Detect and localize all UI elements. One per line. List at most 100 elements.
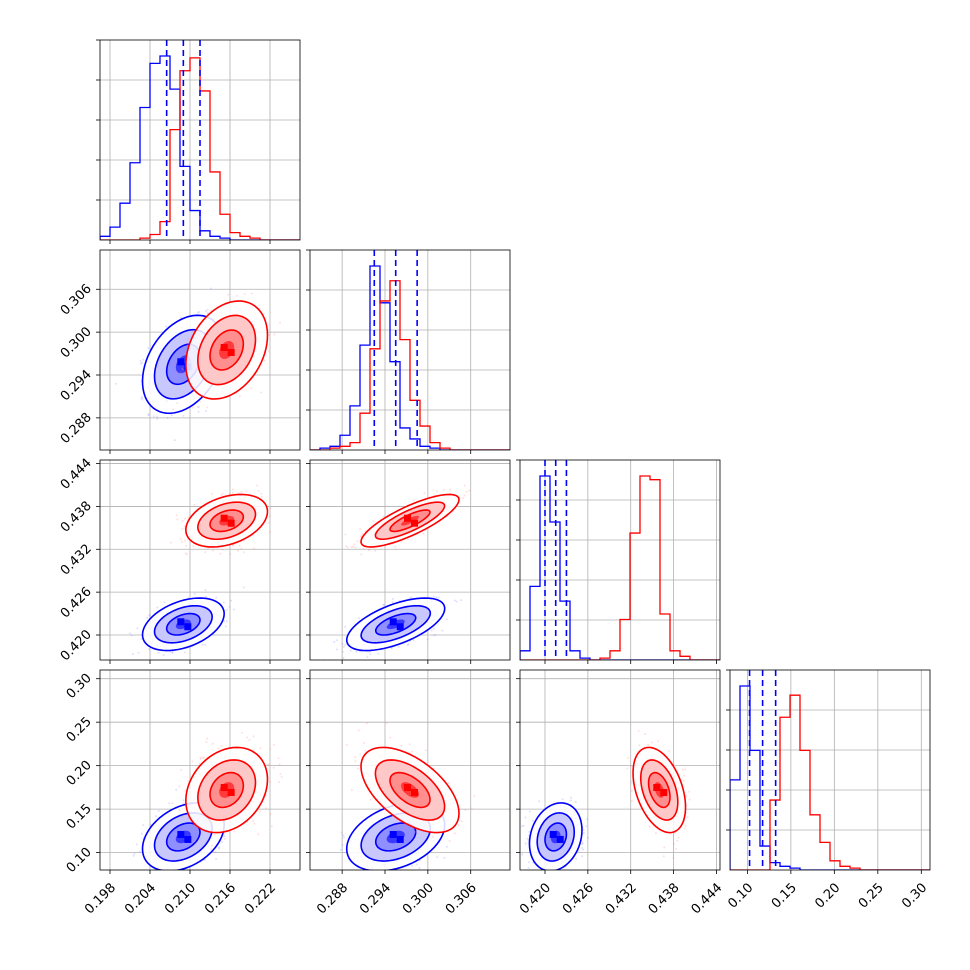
- sample-point: [181, 520, 184, 523]
- sample-point: [231, 491, 234, 494]
- sample-point: [391, 597, 394, 600]
- sample-point: [267, 763, 270, 766]
- sample-point: [157, 453, 159, 455]
- contour-1: [197, 314, 257, 386]
- sample-point: [365, 722, 368, 725]
- contour-1: [209, 771, 245, 809]
- sample-point: [221, 492, 224, 495]
- contour-0: [374, 822, 417, 852]
- sample-point: [361, 533, 364, 536]
- sample-point: [209, 287, 212, 290]
- ticks-2-1: [306, 463, 472, 664]
- sample-point: [233, 830, 236, 833]
- histogram-2: [520, 460, 720, 660]
- sample-point: [156, 606, 159, 609]
- peak-bin: [220, 784, 228, 791]
- sample-point: [273, 333, 276, 336]
- sample-point: [205, 741, 208, 743]
- sample-point: [203, 757, 205, 760]
- peak-bin: [220, 344, 228, 351]
- sample-point: [183, 651, 186, 654]
- sample-point: [241, 731, 243, 734]
- sample-point: [223, 837, 226, 840]
- sample-point: [198, 762, 201, 765]
- sample-point: [193, 840, 196, 843]
- sample-point: [184, 552, 187, 555]
- contour-0: [141, 597, 225, 652]
- sample-point: [412, 639, 415, 641]
- sample-point: [279, 773, 282, 775]
- sample-point: [267, 350, 270, 353]
- sample-point: [407, 643, 410, 646]
- sample-point: [180, 541, 183, 544]
- sample-point: [434, 633, 437, 636]
- sample-point: [358, 617, 361, 620]
- panel-border: [309, 459, 511, 661]
- sample-point: [393, 874, 395, 876]
- sample-point: [136, 627, 139, 630]
- sample-point: [168, 802, 171, 805]
- sample-point: [432, 595, 435, 598]
- sample-point: [465, 490, 468, 493]
- sample-point: [224, 625, 227, 628]
- sample-point: [395, 548, 398, 551]
- hist-step-0: [100, 55, 300, 240]
- sample-point: [400, 744, 403, 747]
- sample-point: [354, 756, 357, 759]
- sample-point: [269, 515, 272, 518]
- sample-point: [178, 809, 181, 812]
- sample-point: [333, 872, 335, 874]
- contour-1: [185, 493, 269, 548]
- sample-point: [269, 507, 272, 510]
- sample-point: [346, 546, 349, 549]
- sample-point: [175, 788, 178, 791]
- contour-0: [360, 604, 432, 644]
- contour-1: [197, 759, 257, 821]
- sample-point: [330, 872, 332, 874]
- sample-point: [382, 603, 385, 606]
- sample-point: [256, 484, 259, 487]
- sample-point: [217, 747, 220, 750]
- sample-point: [269, 530, 272, 533]
- peak-bin: [177, 830, 185, 838]
- sample-point: [359, 528, 362, 531]
- hist-step-1: [310, 280, 510, 450]
- sample-point: [457, 824, 460, 827]
- sample-point: [232, 608, 235, 611]
- sample-point: [181, 815, 184, 818]
- sample-point: [448, 782, 450, 785]
- sample-point: [367, 548, 370, 551]
- sample-point: [139, 362, 142, 365]
- sample-point: [182, 414, 185, 417]
- sample-point: [335, 648, 338, 651]
- sample-point: [418, 867, 421, 870]
- sample-point: [341, 642, 344, 645]
- sample-point: [222, 833, 225, 836]
- sample-point: [147, 414, 150, 417]
- sample-point: [204, 551, 207, 554]
- sample-point: [355, 650, 358, 653]
- scatter-panel-3-1: [330, 722, 476, 876]
- sample-point: [199, 400, 202, 403]
- sample-point: [349, 649, 352, 652]
- sample-point: [165, 325, 168, 328]
- peak-bin: [177, 358, 185, 366]
- hist-step-1: [730, 694, 930, 870]
- sample-point: [148, 648, 151, 651]
- sample-point: [204, 643, 206, 646]
- ticks-0-0: [96, 39, 271, 244]
- sample-point: [142, 824, 145, 827]
- sample-point: [210, 848, 213, 851]
- sample-point: [162, 654, 165, 657]
- ticks-1-0: [96, 288, 271, 454]
- sample-point: [218, 847, 221, 850]
- sample-point: [272, 743, 275, 746]
- sample-point: [170, 414, 173, 417]
- sample-point: [257, 833, 260, 836]
- histogram-0: [100, 40, 300, 240]
- sample-point: [140, 832, 143, 835]
- ticks-1-1: [306, 249, 472, 454]
- sample-point: [218, 846, 220, 849]
- sample-point: [220, 494, 223, 497]
- sample-point: [132, 854, 135, 857]
